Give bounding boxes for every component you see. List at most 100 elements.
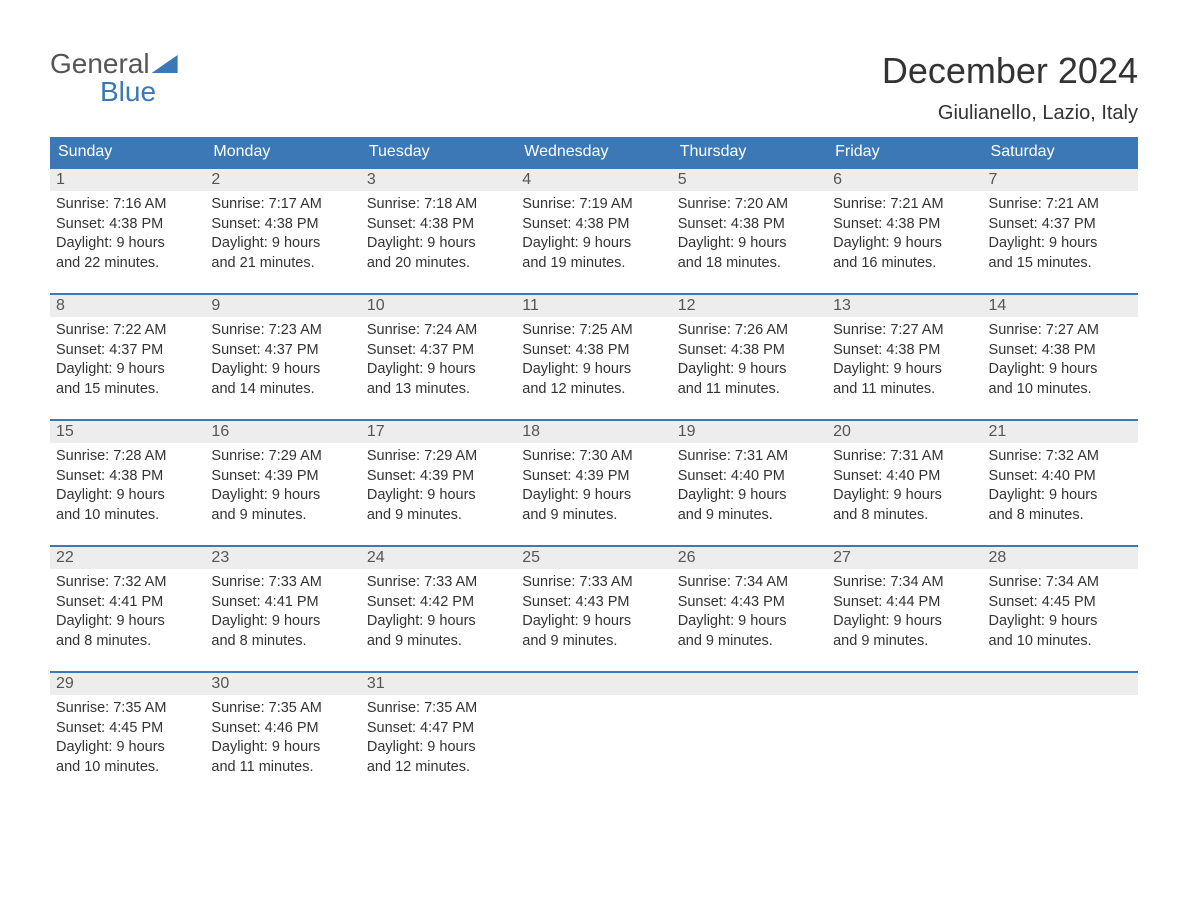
week-row: 1Sunrise: 7:16 AMSunset: 4:38 PMDaylight… (50, 168, 1138, 294)
day-number: 1 (50, 169, 205, 191)
logo-text-general: General (50, 50, 150, 78)
day-number: 26 (672, 547, 827, 569)
title-block: December 2024 Giulianello, Lazio, Italy (882, 50, 1138, 125)
day-number: 18 (516, 421, 671, 443)
day-number: 9 (205, 295, 360, 317)
day-details: Sunrise: 7:16 AMSunset: 4:38 PMDaylight:… (50, 191, 205, 281)
day-header: Friday (827, 137, 982, 168)
day-cell: 14Sunrise: 7:27 AMSunset: 4:38 PMDayligh… (983, 294, 1138, 420)
day-header: Saturday (983, 137, 1138, 168)
day-cell: 17Sunrise: 7:29 AMSunset: 4:39 PMDayligh… (361, 420, 516, 546)
day-cell (827, 672, 982, 798)
day-number: 21 (983, 421, 1138, 443)
week-row: 29Sunrise: 7:35 AMSunset: 4:45 PMDayligh… (50, 672, 1138, 798)
day-cell (672, 672, 827, 798)
day-details: Sunrise: 7:33 AMSunset: 4:43 PMDaylight:… (516, 569, 671, 659)
day-details: Sunrise: 7:31 AMSunset: 4:40 PMDaylight:… (672, 443, 827, 533)
calendar-table: SundayMondayTuesdayWednesdayThursdayFrid… (50, 137, 1138, 798)
day-cell: 20Sunrise: 7:31 AMSunset: 4:40 PMDayligh… (827, 420, 982, 546)
day-cell: 10Sunrise: 7:24 AMSunset: 4:37 PMDayligh… (361, 294, 516, 420)
day-cell: 19Sunrise: 7:31 AMSunset: 4:40 PMDayligh… (672, 420, 827, 546)
day-cell: 16Sunrise: 7:29 AMSunset: 4:39 PMDayligh… (205, 420, 360, 546)
day-details: Sunrise: 7:31 AMSunset: 4:40 PMDaylight:… (827, 443, 982, 533)
location: Giulianello, Lazio, Italy (882, 102, 1138, 125)
day-number: 23 (205, 547, 360, 569)
day-number: 14 (983, 295, 1138, 317)
day-details: Sunrise: 7:24 AMSunset: 4:37 PMDaylight:… (361, 317, 516, 407)
day-number: 15 (50, 421, 205, 443)
day-cell: 31Sunrise: 7:35 AMSunset: 4:47 PMDayligh… (361, 672, 516, 798)
day-cell: 7Sunrise: 7:21 AMSunset: 4:37 PMDaylight… (983, 168, 1138, 294)
day-details: Sunrise: 7:35 AMSunset: 4:47 PMDaylight:… (361, 695, 516, 785)
day-cell: 25Sunrise: 7:33 AMSunset: 4:43 PMDayligh… (516, 546, 671, 672)
day-cell: 11Sunrise: 7:25 AMSunset: 4:38 PMDayligh… (516, 294, 671, 420)
day-number: 22 (50, 547, 205, 569)
day-header: Monday (205, 137, 360, 168)
day-details: Sunrise: 7:19 AMSunset: 4:38 PMDaylight:… (516, 191, 671, 281)
day-details: Sunrise: 7:20 AMSunset: 4:38 PMDaylight:… (672, 191, 827, 281)
day-details: Sunrise: 7:25 AMSunset: 4:38 PMDaylight:… (516, 317, 671, 407)
day-number: 6 (827, 169, 982, 191)
day-cell (983, 672, 1138, 798)
day-details: Sunrise: 7:28 AMSunset: 4:38 PMDaylight:… (50, 443, 205, 533)
day-number: 28 (983, 547, 1138, 569)
day-number: 12 (672, 295, 827, 317)
day-details: Sunrise: 7:26 AMSunset: 4:38 PMDaylight:… (672, 317, 827, 407)
day-cell: 30Sunrise: 7:35 AMSunset: 4:46 PMDayligh… (205, 672, 360, 798)
day-details: Sunrise: 7:27 AMSunset: 4:38 PMDaylight:… (983, 317, 1138, 407)
day-number: 11 (516, 295, 671, 317)
day-number: 17 (361, 421, 516, 443)
day-number-empty (516, 673, 671, 695)
week-row: 8Sunrise: 7:22 AMSunset: 4:37 PMDaylight… (50, 294, 1138, 420)
day-cell: 8Sunrise: 7:22 AMSunset: 4:37 PMDaylight… (50, 294, 205, 420)
day-details: Sunrise: 7:32 AMSunset: 4:41 PMDaylight:… (50, 569, 205, 659)
day-cell: 22Sunrise: 7:32 AMSunset: 4:41 PMDayligh… (50, 546, 205, 672)
day-details: Sunrise: 7:33 AMSunset: 4:41 PMDaylight:… (205, 569, 360, 659)
logo-triangle-icon (152, 55, 178, 73)
day-header-row: SundayMondayTuesdayWednesdayThursdayFrid… (50, 137, 1138, 168)
day-cell: 23Sunrise: 7:33 AMSunset: 4:41 PMDayligh… (205, 546, 360, 672)
day-header: Thursday (672, 137, 827, 168)
day-cell: 24Sunrise: 7:33 AMSunset: 4:42 PMDayligh… (361, 546, 516, 672)
day-header: Tuesday (361, 137, 516, 168)
day-number: 27 (827, 547, 982, 569)
day-cell: 28Sunrise: 7:34 AMSunset: 4:45 PMDayligh… (983, 546, 1138, 672)
day-number: 30 (205, 673, 360, 695)
day-cell: 13Sunrise: 7:27 AMSunset: 4:38 PMDayligh… (827, 294, 982, 420)
day-cell: 5Sunrise: 7:20 AMSunset: 4:38 PMDaylight… (672, 168, 827, 294)
day-cell: 1Sunrise: 7:16 AMSunset: 4:38 PMDaylight… (50, 168, 205, 294)
day-details: Sunrise: 7:17 AMSunset: 4:38 PMDaylight:… (205, 191, 360, 281)
day-cell: 21Sunrise: 7:32 AMSunset: 4:40 PMDayligh… (983, 420, 1138, 546)
day-details: Sunrise: 7:35 AMSunset: 4:46 PMDaylight:… (205, 695, 360, 785)
day-cell: 29Sunrise: 7:35 AMSunset: 4:45 PMDayligh… (50, 672, 205, 798)
day-number: 2 (205, 169, 360, 191)
day-details: Sunrise: 7:34 AMSunset: 4:43 PMDaylight:… (672, 569, 827, 659)
day-number: 31 (361, 673, 516, 695)
day-header: Wednesday (516, 137, 671, 168)
month-title: December 2024 (882, 50, 1138, 92)
day-details: Sunrise: 7:29 AMSunset: 4:39 PMDaylight:… (205, 443, 360, 533)
day-details: Sunrise: 7:34 AMSunset: 4:45 PMDaylight:… (983, 569, 1138, 659)
day-cell: 2Sunrise: 7:17 AMSunset: 4:38 PMDaylight… (205, 168, 360, 294)
day-details: Sunrise: 7:23 AMSunset: 4:37 PMDaylight:… (205, 317, 360, 407)
day-number: 24 (361, 547, 516, 569)
day-number: 7 (983, 169, 1138, 191)
day-details: Sunrise: 7:33 AMSunset: 4:42 PMDaylight:… (361, 569, 516, 659)
day-cell: 15Sunrise: 7:28 AMSunset: 4:38 PMDayligh… (50, 420, 205, 546)
day-cell: 26Sunrise: 7:34 AMSunset: 4:43 PMDayligh… (672, 546, 827, 672)
day-cell: 4Sunrise: 7:19 AMSunset: 4:38 PMDaylight… (516, 168, 671, 294)
day-details: Sunrise: 7:34 AMSunset: 4:44 PMDaylight:… (827, 569, 982, 659)
day-number: 13 (827, 295, 982, 317)
day-cell (516, 672, 671, 798)
day-number: 25 (516, 547, 671, 569)
day-details: Sunrise: 7:32 AMSunset: 4:40 PMDaylight:… (983, 443, 1138, 533)
day-cell: 6Sunrise: 7:21 AMSunset: 4:38 PMDaylight… (827, 168, 982, 294)
day-number-empty (983, 673, 1138, 695)
week-row: 22Sunrise: 7:32 AMSunset: 4:41 PMDayligh… (50, 546, 1138, 672)
day-details: Sunrise: 7:30 AMSunset: 4:39 PMDaylight:… (516, 443, 671, 533)
logo: General Blue (50, 50, 178, 106)
day-number: 5 (672, 169, 827, 191)
day-number: 3 (361, 169, 516, 191)
day-details: Sunrise: 7:18 AMSunset: 4:38 PMDaylight:… (361, 191, 516, 281)
day-number: 8 (50, 295, 205, 317)
